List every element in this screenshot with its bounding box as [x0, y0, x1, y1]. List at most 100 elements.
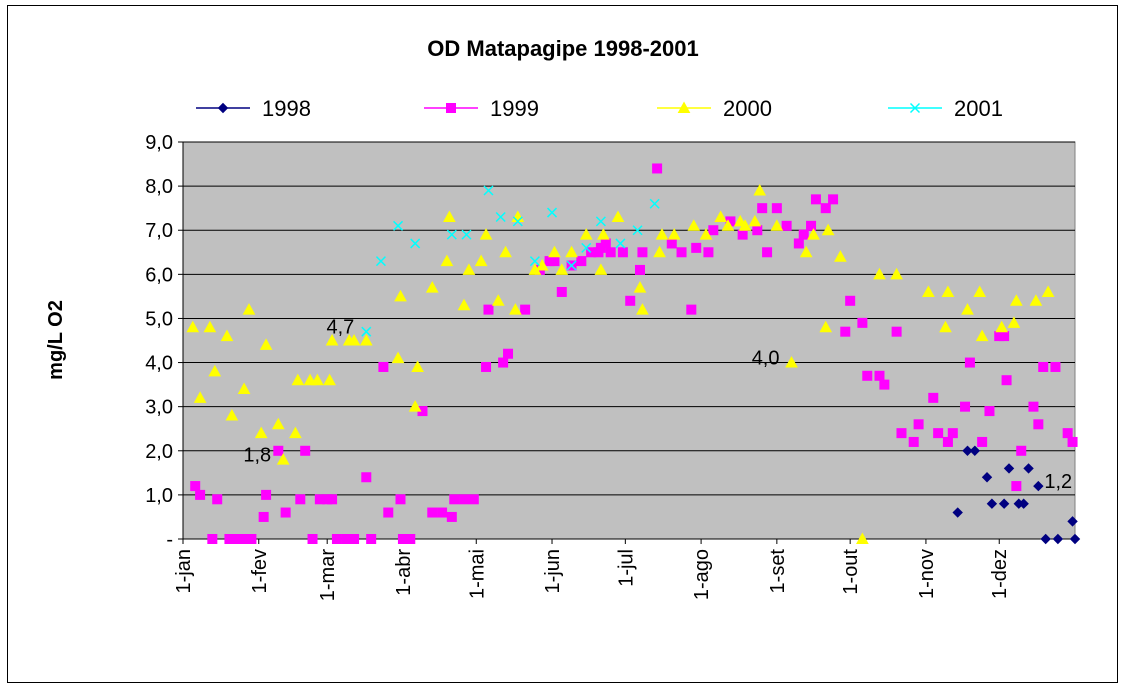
data-point	[757, 203, 768, 214]
data-point	[576, 256, 587, 267]
legend-marker	[677, 101, 691, 113]
legend-marker	[446, 103, 456, 113]
data-point	[565, 245, 578, 258]
data-point	[195, 489, 206, 500]
data-point	[975, 329, 989, 342]
data-point	[1067, 436, 1078, 447]
data-point	[637, 247, 648, 258]
data-point	[549, 256, 560, 267]
data-point	[962, 445, 973, 456]
data-point	[1033, 480, 1044, 492]
data-point	[649, 198, 660, 209]
data-point	[225, 408, 239, 421]
data-point	[300, 445, 311, 456]
data-point	[913, 419, 924, 430]
data-point	[1023, 463, 1034, 474]
data-point	[208, 364, 222, 377]
data-point	[667, 228, 681, 240]
legend-marker	[909, 102, 921, 114]
data-point	[391, 351, 405, 364]
data-point	[378, 361, 389, 372]
data-point	[212, 494, 223, 505]
data-point	[798, 229, 809, 240]
y-tick-label: 2,0	[145, 441, 173, 463]
data-point	[291, 373, 305, 386]
data-point	[879, 379, 890, 390]
data-point	[891, 326, 902, 337]
data-point	[969, 445, 981, 456]
data-point	[810, 194, 821, 205]
y-tick-label: 5,0	[145, 308, 173, 330]
data-point	[220, 329, 234, 342]
data-point	[939, 320, 952, 333]
data-point	[942, 436, 953, 447]
data-point	[611, 210, 625, 222]
data-point	[190, 481, 201, 492]
data-point	[295, 494, 306, 505]
data-point	[857, 317, 868, 328]
data-point	[359, 333, 373, 346]
data-point	[273, 445, 284, 456]
data-point	[468, 494, 479, 505]
data-point	[546, 207, 558, 218]
data-point	[737, 229, 748, 240]
data-point	[1001, 375, 1012, 386]
data-point	[834, 250, 847, 262]
data-point	[203, 320, 217, 333]
data-point	[896, 428, 907, 439]
data-point	[556, 286, 567, 297]
data-point	[806, 220, 817, 231]
y-axis-label: mg/L O2	[45, 300, 67, 380]
data-point	[793, 238, 804, 249]
data-point	[947, 428, 958, 439]
data-point	[323, 373, 336, 386]
chart-title: OD Matapagipe 1998-2001	[427, 36, 698, 61]
data-point	[973, 285, 987, 297]
data-point	[703, 247, 714, 258]
data-point	[347, 333, 361, 346]
data-point	[307, 534, 318, 544]
data-point	[366, 534, 377, 544]
data-point	[984, 406, 995, 417]
data-point	[655, 228, 669, 240]
data-point	[425, 281, 439, 293]
data-point	[964, 357, 975, 368]
data-point	[361, 472, 372, 483]
data-point	[995, 320, 1009, 333]
data-point	[495, 211, 506, 223]
data-point	[427, 507, 438, 518]
data-point	[998, 498, 1010, 509]
data-point	[327, 494, 338, 505]
x-tick-label: 1-mar	[317, 549, 339, 602]
data-point	[395, 494, 406, 505]
data-point	[361, 326, 372, 337]
y-tick-label: 8,0	[145, 176, 173, 198]
legend-label: 1999	[490, 96, 539, 121]
data-point	[440, 254, 454, 267]
x-tick-label: 1-ago	[691, 549, 713, 600]
data-point	[509, 303, 522, 315]
data-point	[762, 247, 773, 258]
data-point	[691, 242, 702, 253]
data-point	[1069, 533, 1081, 545]
x-tick-label: 1-dez	[989, 549, 1011, 599]
data-point	[276, 453, 290, 465]
data-point	[579, 228, 593, 240]
data-point	[280, 507, 291, 518]
data-point	[479, 228, 493, 240]
data-point	[193, 391, 207, 403]
y-tick-label: 6,0	[145, 264, 173, 286]
data-point	[207, 534, 218, 544]
data-point	[676, 247, 687, 258]
data-point	[1029, 294, 1043, 306]
data-point	[1007, 316, 1021, 328]
data-point	[261, 489, 272, 500]
y-tick-label: 1,0	[145, 485, 173, 507]
x-tick-label: 1-jul	[615, 549, 637, 587]
data-point	[437, 507, 448, 518]
data-point	[714, 210, 727, 222]
data-point	[615, 238, 626, 249]
data-point	[503, 348, 514, 359]
data-point	[186, 320, 200, 333]
